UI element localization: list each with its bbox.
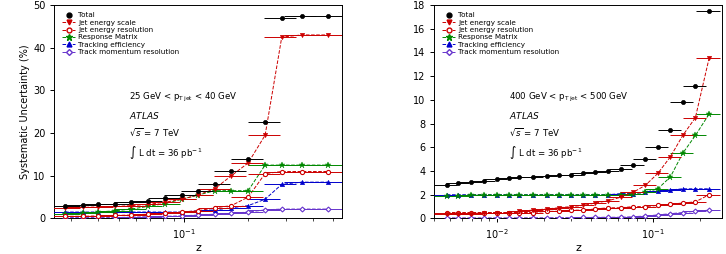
Text: $\int$ L dt = 36 pb$^{-1}$: $\int$ L dt = 36 pb$^{-1}$ [510, 144, 583, 161]
Text: $\int$ L dt = 36 pb$^{-1}$: $\int$ L dt = 36 pb$^{-1}$ [129, 144, 203, 161]
Text: $\sqrt{s}$ = 7 TeV: $\sqrt{s}$ = 7 TeV [129, 127, 181, 138]
Text: $\bf{\it{ATLAS}}$: $\bf{\it{ATLAS}}$ [129, 110, 160, 121]
Text: $\bf{\it{ATLAS}}$: $\bf{\it{ATLAS}}$ [510, 110, 540, 121]
X-axis label: z: z [576, 243, 582, 253]
Text: $\sqrt{s}$ = 7 TeV: $\sqrt{s}$ = 7 TeV [510, 127, 560, 138]
Legend: Total, Jet energy scale, Jet energy resolution, Response Matrix, Tracking effici: Total, Jet energy scale, Jet energy reso… [61, 11, 181, 57]
Text: 400 GeV < p$_{\mathregular{T\,jet}}$ < 500 GeV: 400 GeV < p$_{\mathregular{T\,jet}}$ < 5… [510, 90, 629, 104]
Text: 25 GeV < p$_{\mathregular{T\,jet}}$ < 40 GeV: 25 GeV < p$_{\mathregular{T\,jet}}$ < 40… [129, 90, 238, 104]
X-axis label: z: z [195, 243, 201, 253]
Y-axis label: Systematic Uncertainty (%): Systematic Uncertainty (%) [20, 44, 30, 179]
Legend: Total, Jet energy scale, Jet energy resolution, Response Matrix, Tracking effici: Total, Jet energy scale, Jet energy reso… [441, 11, 561, 57]
